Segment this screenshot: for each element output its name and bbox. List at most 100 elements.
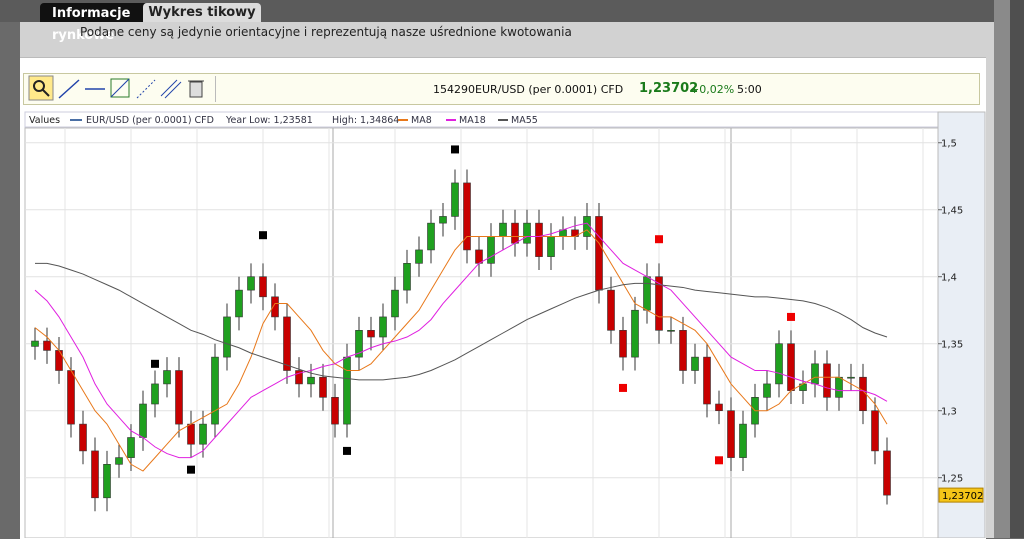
legend-entry: MA55 — [511, 115, 538, 126]
candle-body — [151, 383, 159, 405]
candle-body — [103, 464, 111, 499]
candle-body — [55, 350, 63, 371]
y-tick-label: 1,25 — [941, 474, 963, 485]
candle-body — [835, 376, 843, 398]
candle-body — [763, 383, 771, 398]
tool-icons — [28, 75, 204, 101]
candle-body — [163, 370, 171, 385]
candle-body — [307, 376, 315, 385]
scrollbar[interactable] — [1010, 0, 1024, 538]
note: Podane ceny są jedynie orientacyjne i re… — [80, 25, 572, 39]
fractal-marker — [259, 231, 267, 240]
delete-tool[interactable] — [188, 80, 204, 98]
y-tick-label: 1,35 — [941, 340, 963, 351]
channel-tool[interactable] — [136, 79, 156, 99]
candle-body — [415, 249, 423, 264]
fractal-marker — [787, 312, 795, 321]
candle-body — [235, 289, 243, 318]
legend-entry: MA18 — [459, 115, 486, 126]
parallel-tool[interactable] — [160, 79, 182, 99]
y-tick-label: 1,5 — [941, 139, 957, 150]
zoom-tool[interactable] — [28, 75, 54, 101]
legend-year-low: Year Low: 1,23581 — [225, 115, 313, 126]
fractal-marker — [715, 456, 723, 465]
candle-body — [115, 457, 123, 465]
last-price-box — [938, 487, 984, 503]
line-tool[interactable] — [58, 79, 80, 99]
candle-body — [391, 289, 399, 318]
fractal-marker — [655, 235, 663, 244]
y-axis-area — [937, 111, 986, 538]
last-price-label: 1,23702 — [942, 491, 983, 502]
candle-body — [619, 330, 627, 358]
candle-body — [283, 316, 291, 371]
candle-body — [67, 370, 75, 425]
candle-body — [739, 423, 747, 458]
candle-body — [211, 356, 219, 425]
candle-body — [595, 216, 603, 291]
candle-body — [187, 423, 195, 445]
tab-active[interactable]: Wykres tikowy — [143, 3, 261, 22]
candle-body — [91, 450, 99, 499]
candle-body — [79, 423, 87, 452]
legend-entry: MA8 — [411, 115, 432, 126]
instrument-id: 154290 — [433, 83, 475, 96]
candle-body — [403, 263, 411, 291]
divider — [215, 76, 216, 102]
candle-body — [691, 356, 699, 371]
candle-body — [535, 222, 543, 257]
candle-body — [259, 276, 267, 298]
candle-body — [127, 437, 135, 458]
toolbar — [23, 73, 980, 105]
candle-body — [643, 276, 651, 311]
candle-body — [343, 356, 351, 425]
candle-body — [295, 370, 303, 385]
interval: 5:00 — [737, 83, 762, 96]
candle-body — [319, 376, 327, 398]
y-tick-label: 1,3 — [941, 407, 957, 418]
candle-body — [631, 309, 639, 358]
fib-tool[interactable] — [110, 78, 130, 98]
candle-body — [811, 363, 819, 385]
legend-year-high: High: 1,34864 — [332, 115, 399, 126]
candle-body — [487, 236, 495, 264]
candle-body — [847, 376, 855, 379]
candle-body — [883, 450, 891, 496]
candle-body — [271, 296, 279, 318]
candle-body — [427, 222, 435, 251]
plot-area — [24, 127, 939, 538]
candle-body — [727, 410, 735, 458]
ma-line — [34, 222, 888, 459]
candle-body — [823, 363, 831, 398]
candle-body — [331, 397, 339, 425]
y-tick-label: 1,4 — [941, 273, 957, 284]
candle-body — [547, 236, 555, 257]
tab[interactable]: Informacje rynkowe — [40, 3, 148, 43]
fractal-marker — [151, 359, 159, 368]
candle-body — [787, 343, 795, 391]
fractal-marker — [619, 383, 627, 392]
candle-body — [43, 340, 51, 351]
candle-body — [499, 222, 507, 237]
candle-body — [223, 316, 231, 358]
candle-body — [463, 182, 471, 251]
candle-body — [475, 249, 483, 264]
candle-body — [451, 182, 459, 217]
candle-body — [439, 216, 447, 224]
candle-body — [703, 356, 711, 405]
candle-body — [667, 330, 675, 332]
candle-body — [355, 330, 363, 358]
candle-body — [175, 370, 183, 425]
fractal-marker — [343, 446, 351, 455]
candle-body — [199, 423, 207, 445]
candle-body — [679, 330, 687, 371]
candle-body — [607, 289, 615, 331]
ma-line — [34, 229, 888, 472]
candle-body — [715, 403, 723, 412]
change: +0,02% — [690, 83, 735, 96]
ma-line — [35, 262, 888, 381]
instrument-name: EUR/USD (per 0.0001) CFD — [475, 83, 624, 96]
candle-body — [247, 276, 255, 291]
